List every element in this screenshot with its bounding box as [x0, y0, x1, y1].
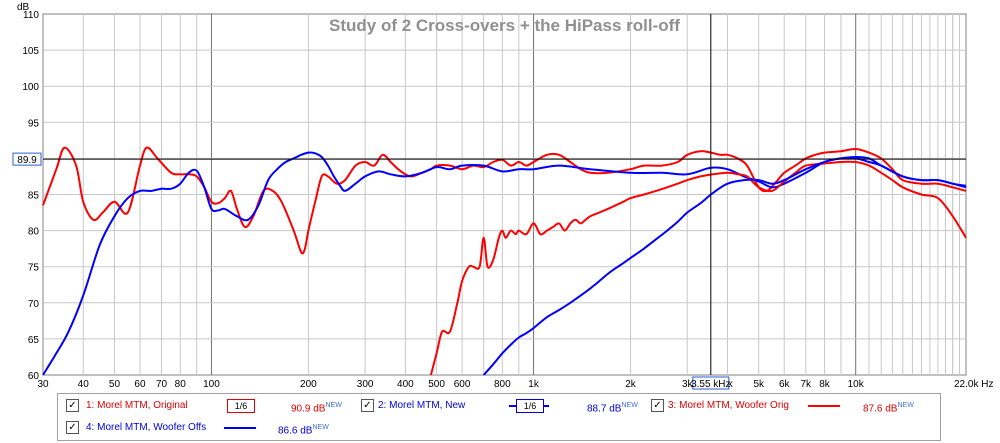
y-tick-label: 70: [28, 299, 40, 310]
smoothing-button-2[interactable]: 1/6: [516, 399, 544, 413]
y-tick-label: 85: [28, 191, 40, 202]
y-tick-label: 60: [28, 371, 40, 382]
y-tick-label: 95: [28, 118, 40, 129]
y-axis-label: dB: [17, 2, 30, 13]
smoothing-button-1[interactable]: 1/6: [227, 399, 255, 413]
y-tick-label: 100: [22, 82, 39, 93]
frequency-response-chart[interactable]: 6065707580859095100105110dB3040506070801…: [0, 0, 1000, 392]
x-tick-label: 400: [397, 379, 414, 390]
legend-label-1: 1: Morel MTM, Original: [86, 400, 188, 411]
legend-level-2: 88.7 dBNEW: [587, 400, 638, 415]
checkbox-series-3[interactable]: ✓: [651, 399, 664, 412]
legend-level-3: 87.6 dBNEW: [863, 400, 914, 415]
x-tick-label: 30: [37, 379, 49, 390]
checkbox-series-1[interactable]: ✓: [66, 399, 79, 412]
x-tick-label: 7k: [801, 379, 813, 390]
checkbox-series-4[interactable]: ✓: [66, 421, 79, 434]
cursor-x-readout-box: [692, 376, 730, 390]
series-line-2[interactable]: [42, 151, 967, 376]
x-tick-label: 300: [357, 379, 374, 390]
x-tick-label: 6k: [779, 379, 791, 390]
y-tick-label: 65: [28, 335, 40, 346]
x-tick-label: 80: [175, 379, 187, 390]
new-badge-1: NEW: [325, 402, 342, 409]
chart-title: Study of 2 Cross-overs + the HiPass roll…: [329, 16, 680, 35]
x-tick-label: 500: [428, 379, 445, 390]
new-badge-2: NEW: [621, 402, 638, 409]
cursor-y-readout: 89.9: [17, 155, 37, 166]
level-text-2: 88.7 dB: [587, 403, 622, 415]
level-text-1: 90.9 dB: [291, 403, 326, 415]
x-tick-label: 200: [300, 379, 317, 390]
legend-label-2: 2: Morel MTM, New: [378, 400, 466, 411]
cursor-y-readout-box: [12, 152, 42, 166]
y-tick-label: 80: [28, 227, 40, 238]
x-tick-label: 50: [109, 379, 121, 390]
series-line-4[interactable]: [482, 156, 967, 376]
legend-label-4: 4: Morel MTM, Woofer Offs: [86, 422, 207, 433]
level-text-3: 87.6 dB: [863, 403, 898, 415]
x-tick-label: 2k: [625, 379, 637, 390]
level-text-4: 86.6 dB: [278, 425, 313, 437]
legend-level-1: 90.9 dBNEW: [291, 400, 342, 415]
x-tick-label: 70: [156, 379, 168, 390]
x-tick-label: 3k: [682, 379, 694, 390]
x-tick-label: 800: [494, 379, 511, 390]
new-badge-3: NEW: [897, 402, 914, 409]
y-tick-label: 110: [23, 10, 39, 21]
y-tick-label: 105: [22, 46, 39, 57]
x-tick-label: 22.0k Hz: [954, 379, 993, 390]
new-badge-4: NEW: [312, 424, 329, 431]
legend-panel: ✓ 1: Morel MTM, Original 1/6 90.9 dBNEW …: [57, 393, 941, 441]
x-tick-label: 5k: [753, 379, 765, 390]
x-tick-label: 600: [454, 379, 471, 390]
checkbox-series-2[interactable]: ✓: [361, 399, 374, 412]
cursor-x-readout: 3.55 kHz: [691, 379, 730, 390]
x-tick-label: 40: [78, 379, 90, 390]
y-tick-label: 75: [28, 263, 40, 274]
legend-swatch-3: [808, 405, 840, 407]
legend-swatch-4: [224, 427, 256, 429]
x-tick-label: 8k: [819, 379, 831, 390]
x-tick-label: 60: [134, 379, 146, 390]
legend-label-3: 3: Morel MTM, Woofer Orig: [668, 400, 789, 411]
legend-level-4: 86.6 dBNEW: [278, 422, 329, 437]
x-tick-label: 100: [203, 379, 220, 390]
x-tick-label: 10k: [848, 379, 865, 390]
x-tick-label: 1k: [528, 379, 540, 390]
series-line-3[interactable]: [429, 160, 967, 376]
